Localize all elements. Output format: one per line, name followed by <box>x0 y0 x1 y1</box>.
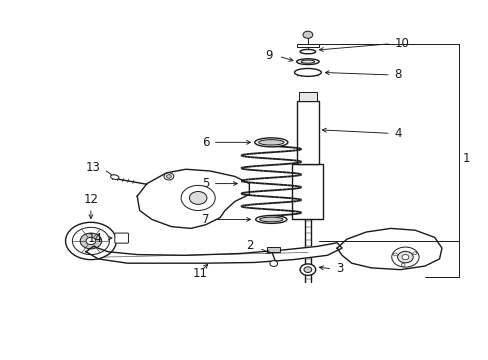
Text: 10: 10 <box>394 37 409 50</box>
Ellipse shape <box>300 49 315 54</box>
Text: 6: 6 <box>202 136 209 149</box>
Ellipse shape <box>110 175 119 179</box>
Circle shape <box>166 175 171 178</box>
Circle shape <box>412 252 416 255</box>
Circle shape <box>86 237 96 244</box>
Polygon shape <box>137 169 249 228</box>
Ellipse shape <box>294 68 321 76</box>
Ellipse shape <box>254 138 287 147</box>
Circle shape <box>401 255 408 260</box>
Polygon shape <box>336 228 441 270</box>
Circle shape <box>181 185 215 211</box>
FancyBboxPatch shape <box>115 233 128 243</box>
Circle shape <box>397 251 412 263</box>
Text: 8: 8 <box>394 68 401 81</box>
Text: 4: 4 <box>394 127 401 140</box>
Polygon shape <box>86 243 341 263</box>
Circle shape <box>400 264 404 266</box>
Circle shape <box>300 264 315 275</box>
Circle shape <box>269 261 277 266</box>
Text: 2: 2 <box>245 239 253 252</box>
Text: 1: 1 <box>462 152 469 165</box>
Circle shape <box>391 247 418 267</box>
Ellipse shape <box>255 216 286 224</box>
Bar <box>292 164 323 220</box>
Text: 7: 7 <box>202 213 209 226</box>
Circle shape <box>303 31 312 39</box>
Bar <box>297 101 318 164</box>
Ellipse shape <box>296 59 319 64</box>
Circle shape <box>392 253 396 256</box>
Ellipse shape <box>301 60 314 63</box>
Circle shape <box>118 235 125 240</box>
Bar <box>297 44 318 47</box>
Circle shape <box>189 192 206 204</box>
Ellipse shape <box>259 217 283 222</box>
Circle shape <box>72 227 109 255</box>
Text: 11: 11 <box>193 267 208 280</box>
Text: 14: 14 <box>88 231 103 244</box>
Circle shape <box>65 222 116 260</box>
Text: 3: 3 <box>335 262 343 275</box>
Circle shape <box>163 173 173 180</box>
Ellipse shape <box>258 140 284 145</box>
Bar <box>267 247 280 252</box>
Text: 5: 5 <box>202 177 209 190</box>
Text: 9: 9 <box>264 49 272 62</box>
Circle shape <box>304 267 311 273</box>
Text: 12: 12 <box>83 193 98 206</box>
Text: 13: 13 <box>85 161 100 174</box>
Bar <box>299 92 316 101</box>
Circle shape <box>80 233 102 249</box>
